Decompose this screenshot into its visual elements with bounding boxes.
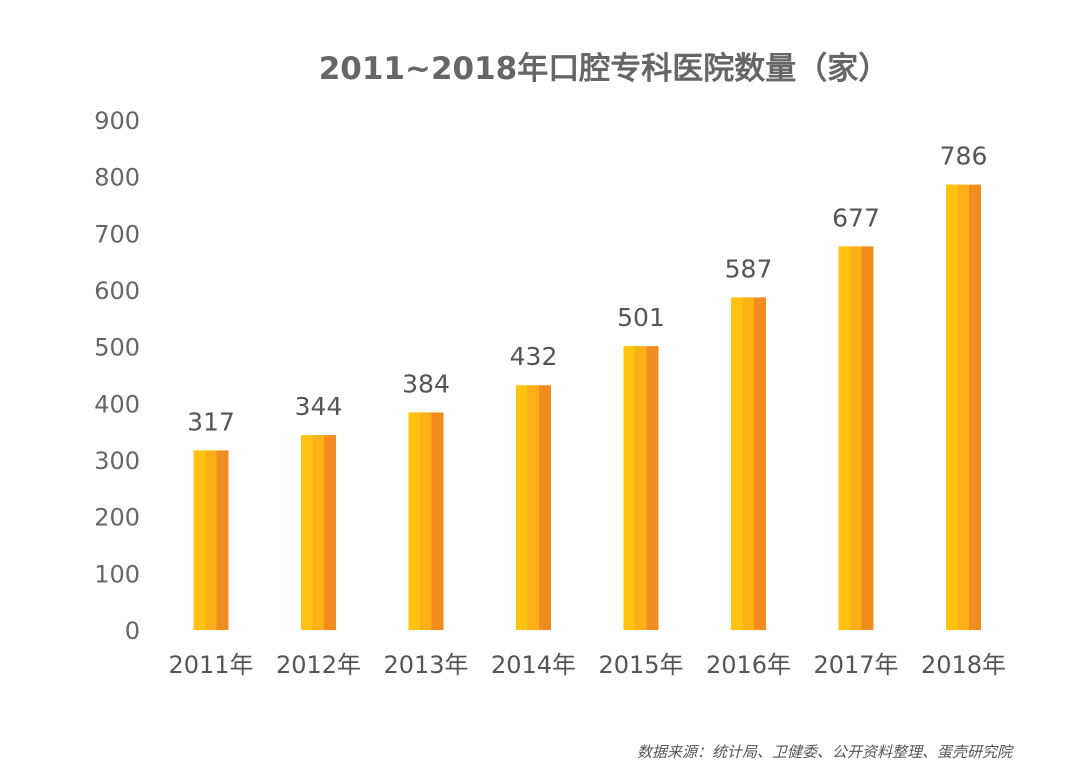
bar-body (623, 346, 659, 630)
bar-body (516, 385, 551, 630)
x-tick-label: 2013年 (383, 651, 468, 679)
y-tick-label: 300 (94, 447, 140, 475)
y-tick-label: 0 (125, 617, 140, 645)
data-label: 587 (725, 254, 773, 283)
data-labels: 317 344 384 432 501 587 677 786 (187, 142, 987, 437)
bar (301, 435, 336, 630)
x-tick-label: 2012年 (276, 651, 361, 679)
x-tick-label: 2017年 (813, 651, 898, 679)
y-tick-label: 400 (94, 390, 140, 418)
data-label: 384 (402, 369, 450, 398)
y-tick-label: 900 (94, 107, 140, 135)
y-axis: 0 100 200 300 400 500 600 700 800 900 (94, 107, 140, 645)
y-tick-label: 600 (94, 277, 140, 305)
bar (623, 346, 659, 630)
x-axis: 2011年 2012年 2013年 2014年 2015年 2016年 2017年 2018年 (168, 651, 1006, 679)
data-label: 317 (187, 407, 235, 436)
x-tick-label: 2016年 (706, 651, 791, 679)
data-label: 344 (295, 392, 343, 421)
data-label: 677 (832, 203, 880, 232)
bar-body (301, 435, 336, 630)
data-label: 786 (940, 142, 988, 171)
bar (946, 184, 981, 630)
y-tick-label: 800 (94, 164, 140, 192)
bar (838, 246, 874, 630)
data-label: 501 (617, 303, 665, 332)
bar (516, 385, 551, 630)
bar (408, 412, 444, 630)
bar-body (731, 297, 766, 630)
x-tick-label: 2015年 (598, 651, 683, 679)
bar (731, 297, 766, 630)
y-tick-label: 100 (94, 560, 140, 588)
chart-title: 2011~2018年口腔专科医院数量（家） (319, 51, 890, 87)
bar-body (408, 412, 444, 630)
bar-body (193, 450, 229, 630)
y-tick-label: 500 (94, 334, 140, 362)
y-tick-label: 700 (94, 220, 140, 248)
bars (193, 184, 981, 630)
x-tick-label: 2011年 (168, 651, 253, 679)
bar-body (838, 246, 874, 630)
y-tick-label: 200 (94, 504, 140, 532)
bar (193, 450, 229, 630)
source-note: 数据来源：统计局、卫健委、公开资料整理、蛋壳研究院 (637, 743, 1014, 761)
bar-body (946, 184, 981, 630)
data-label: 432 (510, 342, 558, 371)
x-tick-label: 2018年 (921, 651, 1006, 679)
x-tick-label: 2014年 (491, 651, 576, 679)
